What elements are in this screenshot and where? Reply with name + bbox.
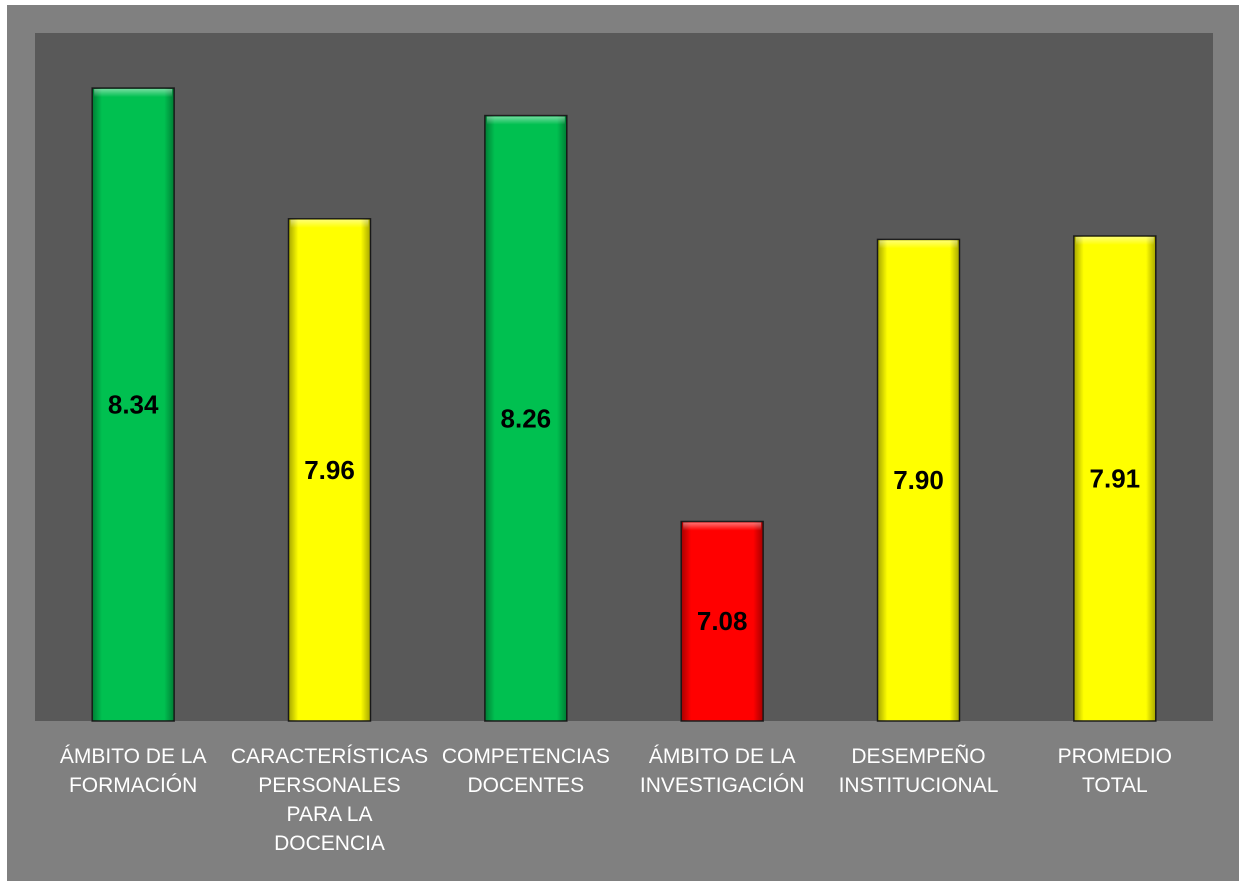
chart-frame: 8.34 7.96 8.26 7.08 7.90 7.91 ÁMBITO DE LA FOR… <box>7 5 1239 881</box>
category-label-4: ÁMBITO DE LA INVESTIGACIÓN <box>622 742 822 800</box>
bar-6 <box>1073 235 1157 722</box>
category-label-5-line-1: DESEMPEÑO <box>851 745 986 768</box>
category-label-3-line-1: COMPETENCIAS <box>441 745 610 768</box>
bar-2-highlight <box>290 219 369 228</box>
bar-5-bevel <box>877 239 960 721</box>
category-label-2: CARACTERÍSTICAS PERSONALES PARA LA DOCENCIA <box>230 742 430 858</box>
bar-4-highlight <box>683 522 762 531</box>
value-label-1: 8.34 <box>108 390 159 420</box>
category-label-2-line-3: PARA LA <box>286 803 373 826</box>
bar-6-highlight <box>1075 236 1154 245</box>
bar-2-bevel <box>288 218 371 721</box>
category-label-5-line-2: INSTITUCIONAL <box>838 774 999 797</box>
value-label-4: 7.08 <box>697 606 748 636</box>
bar-3 <box>484 114 568 722</box>
category-label-2-line-2: PERSONALES <box>258 774 401 797</box>
category-label-2-line-1: CARACTERÍSTICAS <box>230 745 429 768</box>
bar-5-highlight <box>879 240 958 249</box>
category-label-6-line-1: PROMEDIO <box>1057 745 1172 768</box>
category-label-1-line-1: ÁMBITO DE LA <box>59 745 207 768</box>
plot-area <box>35 33 1213 721</box>
bar-3-bevel <box>484 115 567 721</box>
category-label-1-line-2: FORMACIÓN <box>68 774 198 797</box>
value-label-2: 7.96 <box>304 455 355 485</box>
category-label-3-line-2: DOCENTES <box>467 774 585 797</box>
value-labels-layer: 8.34 7.96 8.26 7.08 7.90 7.91 <box>108 390 1140 637</box>
bars-layer <box>91 87 1157 722</box>
category-label-6-line-2: TOTAL <box>1081 774 1148 797</box>
bar-1 <box>91 87 175 722</box>
value-label-6: 7.91 <box>1090 463 1141 493</box>
bar-6-bevel <box>1073 235 1156 721</box>
bar-1-highlight <box>94 89 173 98</box>
bar-4-bevel <box>681 521 764 721</box>
bar-1-bevel <box>92 88 175 722</box>
bar-5 <box>876 238 961 722</box>
category-label-4-line-2: INVESTIGACIÓN <box>639 774 805 797</box>
value-label-3: 8.26 <box>501 403 552 433</box>
category-label-6: PROMEDIO TOTAL <box>1015 742 1215 800</box>
category-label-2-line-4: DOCENCIA <box>274 832 385 855</box>
category-label-3: COMPETENCIAS DOCENTES <box>426 742 626 800</box>
bar-chart: 8.34 7.96 8.26 7.08 7.90 7.91 <box>35 33 1213 722</box>
bar-4 <box>680 520 764 722</box>
bar-3-highlight <box>486 116 565 125</box>
category-label-5: DESEMPEÑO INSTITUCIONAL <box>819 742 1019 800</box>
category-label-4-line-1: ÁMBITO DE LA <box>648 745 796 768</box>
category-label-1: ÁMBITO DE LA FORMACIÓN <box>33 742 233 800</box>
value-label-5: 7.90 <box>893 465 944 495</box>
bar-2 <box>287 218 372 722</box>
